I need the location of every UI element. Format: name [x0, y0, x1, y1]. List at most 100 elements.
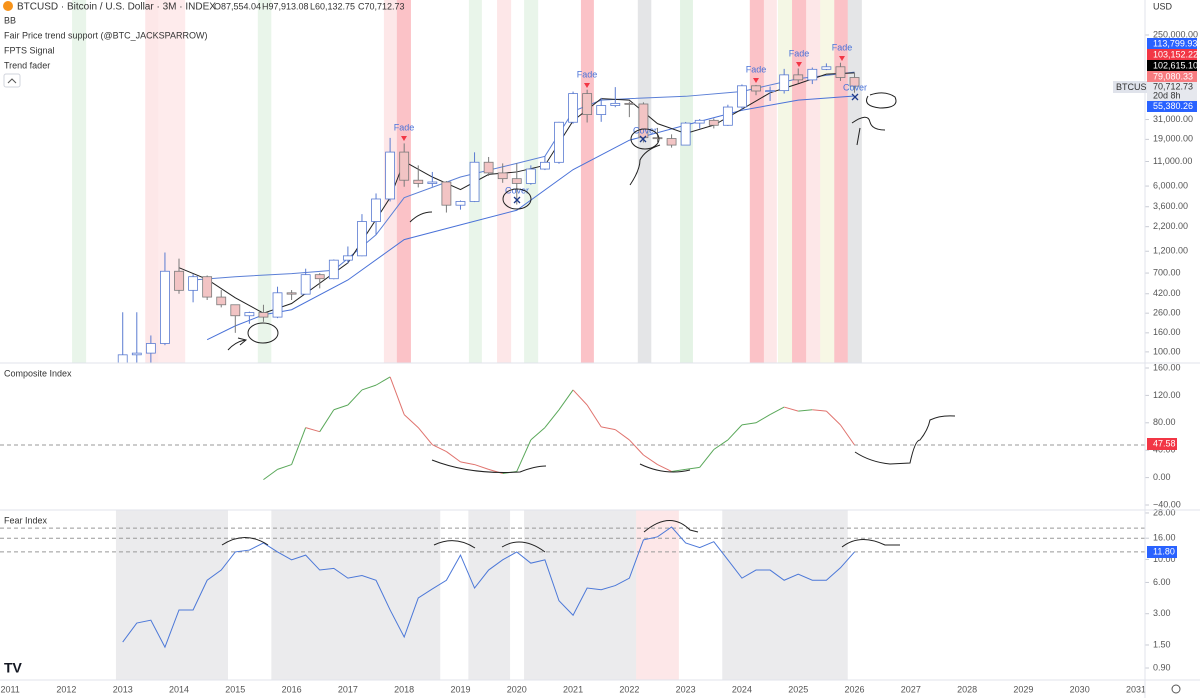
line-segment — [699, 449, 715, 468]
candle-body — [624, 102, 635, 105]
candle-body — [708, 119, 719, 126]
x-tick-label: 2020 — [507, 684, 527, 694]
candle-body — [357, 221, 367, 257]
candle-body — [666, 138, 677, 146]
candle-body — [244, 312, 255, 317]
collapse-button[interactable] — [3, 73, 21, 88]
candle-body — [371, 198, 381, 222]
signal-zone — [497, 0, 512, 363]
y-tick-label: 700.00 — [1153, 267, 1181, 277]
line-segment — [657, 464, 672, 472]
signal-zone — [792, 0, 807, 363]
annotation: Cover — [843, 82, 867, 92]
line-segment — [361, 384, 377, 391]
candle-body — [680, 122, 691, 146]
line-segment — [305, 427, 320, 433]
legend-entry: FPTS Signal — [4, 45, 55, 55]
y-tick-label: 2,200.00 — [1153, 221, 1188, 231]
price-badge — [1147, 71, 1197, 82]
signal-zone — [680, 0, 693, 363]
candle-body — [202, 276, 213, 298]
x-tick-label: 2018 — [394, 684, 414, 694]
line-segment — [446, 451, 461, 463]
candle-body — [427, 181, 438, 184]
candle-body — [230, 304, 241, 317]
candle-body — [793, 74, 804, 81]
settings-icon[interactable] — [1171, 684, 1181, 694]
line-segment — [713, 439, 729, 450]
candle-body — [469, 161, 480, 202]
hand-drawing — [221, 92, 956, 553]
collapse-icon — [7, 78, 17, 84]
x-tick-label: 2016 — [282, 684, 302, 694]
axes: 100.00 160.00 260.00 420.00 700.00 1,200.00 2,… — [0, 29, 1198, 694]
y-tick-label: 11,000.00 — [1153, 156, 1192, 166]
candle-body — [554, 121, 564, 163]
candle-body — [807, 68, 818, 81]
x-tick-label: 2027 — [901, 684, 921, 694]
line-segment — [417, 427, 433, 446]
logo: TV — [4, 660, 23, 676]
price-label: 113,799.93 — [1153, 38, 1197, 48]
x-tick-label: 2013 — [113, 684, 133, 694]
signal-zone — [806, 0, 821, 363]
candle-body — [188, 276, 198, 291]
line-segment — [460, 461, 475, 466]
annotation: Fade — [746, 64, 767, 74]
price-countdown: 20d 8h — [1153, 90, 1181, 100]
price-badge — [1147, 60, 1197, 71]
line-segment — [628, 439, 644, 456]
cover-markers — [513, 93, 859, 204]
signal-zone — [636, 510, 679, 680]
signal-zone — [749, 0, 764, 363]
line-segment — [277, 464, 292, 470]
line-segment — [586, 404, 602, 428]
y-tick-label: 3,600.00 — [1153, 201, 1188, 211]
line-segment — [347, 389, 363, 406]
x-tick-label: 2022 — [619, 684, 639, 694]
candle-body — [286, 292, 297, 295]
y-tick-label: 31,000.00 — [1153, 114, 1193, 124]
signal-zone — [468, 510, 511, 680]
line-segment — [643, 454, 658, 465]
line-segment — [755, 414, 771, 424]
y-tick-label: 3.00 — [1153, 608, 1171, 618]
candle-body — [145, 343, 156, 354]
value-label: 11.80 — [1153, 546, 1175, 556]
y-tick-label: 1,200.00 — [1153, 246, 1188, 256]
candle-body — [779, 74, 790, 92]
candle-body — [160, 270, 170, 344]
line-series — [122, 526, 855, 649]
symbol-badge — [1113, 81, 1147, 93]
candle-body — [272, 292, 283, 318]
line-segment — [685, 466, 700, 470]
line-segment — [784, 406, 799, 412]
annotation: Cover — [633, 125, 657, 135]
price-badge — [1147, 101, 1197, 112]
x-tick-label: 2023 — [676, 684, 696, 694]
currency: USD — [1153, 1, 1173, 11]
candle-body — [511, 178, 522, 184]
line-segment — [727, 424, 743, 441]
line-segment — [769, 406, 785, 416]
signal-zone — [257, 0, 272, 363]
line-segment — [403, 414, 419, 428]
signal-zone — [271, 510, 441, 680]
candle-body — [596, 105, 607, 115]
price-badge — [1147, 82, 1197, 101]
annotation: Cover — [505, 185, 529, 195]
price-label: 55,380.26 — [1153, 101, 1193, 111]
x-tick-label: 2024 — [732, 684, 752, 694]
x-tick-label: 2012 — [56, 684, 76, 694]
candle-body — [300, 274, 311, 295]
candle-body — [174, 270, 184, 291]
candle-body — [849, 77, 860, 87]
y-tick-label: 160.00 — [1153, 327, 1181, 337]
line-segment — [812, 409, 827, 412]
signal-zone — [145, 0, 159, 363]
x-tick-label: 2019 — [450, 684, 470, 694]
y-tick-label: 10.00 — [1153, 554, 1176, 564]
y-tick-label: 16.00 — [1153, 533, 1176, 543]
price-label: 103,152.22 — [1153, 49, 1198, 59]
